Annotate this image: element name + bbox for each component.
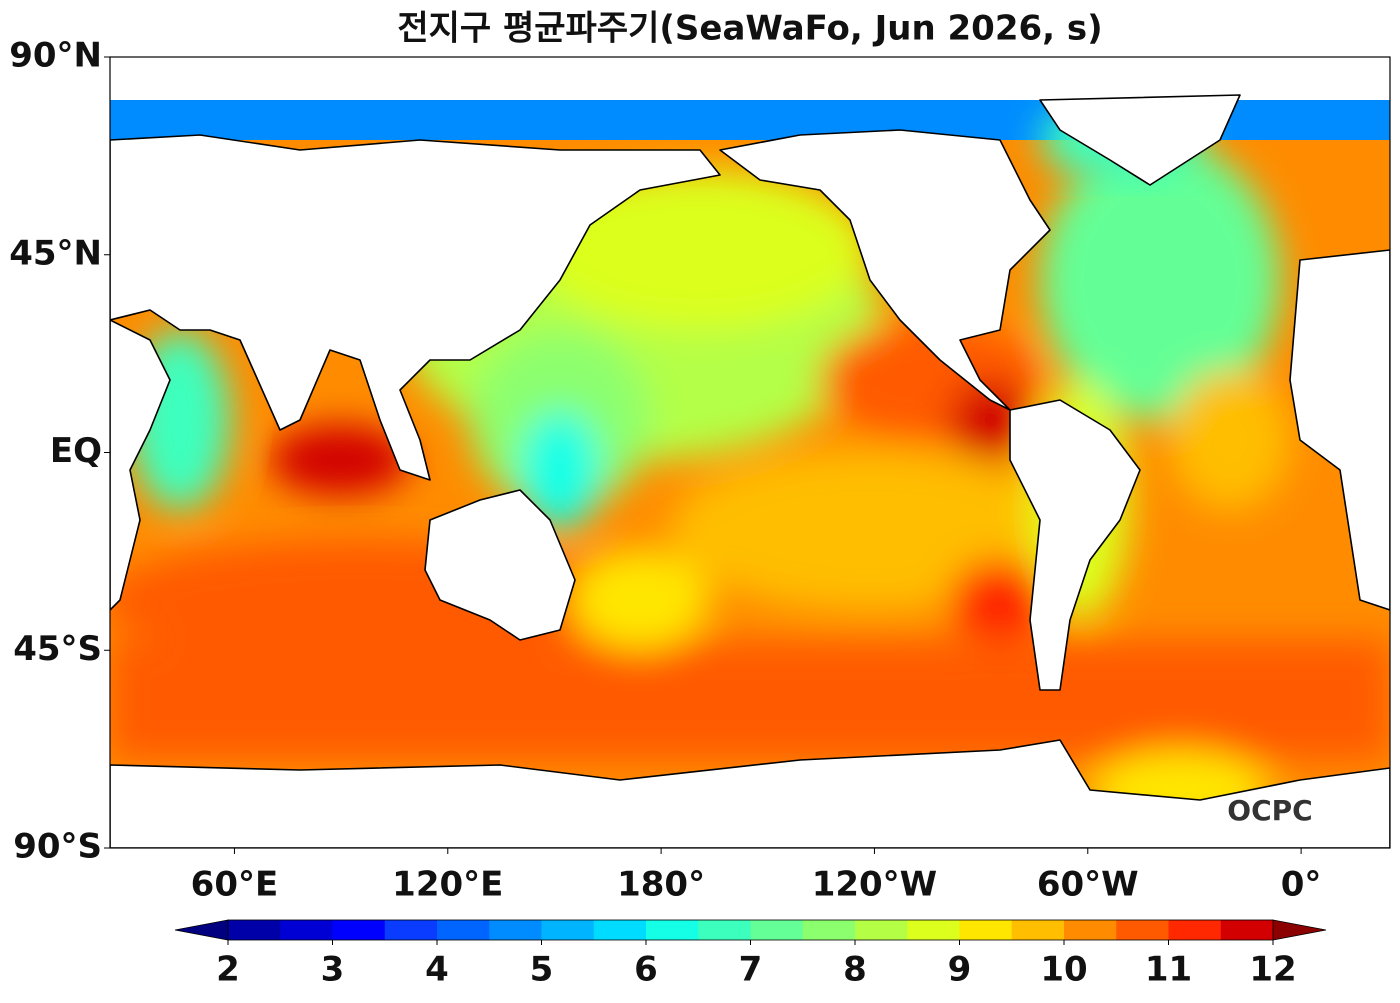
colorbar-bin — [959, 920, 1013, 940]
colorbar-bin — [280, 920, 333, 940]
colorbar-bin — [646, 920, 699, 940]
colorbar-bin — [750, 920, 804, 940]
y-tick-label: EQ — [50, 431, 102, 471]
x-tick-label: 0° — [1281, 865, 1322, 905]
colorbar-bin — [332, 920, 386, 940]
colorbar-over — [1272, 919, 1327, 941]
colorbar-bin — [489, 920, 542, 940]
colorbar-tick-label: 3 — [321, 950, 345, 990]
colorbar-tick-label: 9 — [948, 950, 972, 990]
colorbar-bin — [593, 920, 647, 940]
title: 전지구 평균파주기(SeaWaFo, Jun 2026, s) — [397, 9, 1102, 49]
colorbar-tick-label: 5 — [530, 950, 554, 990]
x-tick-label: 180° — [617, 865, 705, 905]
y-tick-label: 90°N — [9, 36, 102, 76]
x-tick-label: 60°E — [191, 865, 279, 905]
y-tick-label: 45°S — [13, 629, 102, 669]
colorbar-tick-label: 10 — [1040, 950, 1087, 990]
colorbar-tick-label: 6 — [634, 950, 658, 990]
colorbar-tick-label: 11 — [1145, 950, 1192, 990]
watermark: OCPC — [1227, 794, 1312, 827]
colorbar-bin — [541, 920, 595, 940]
colorbar-bin — [1011, 920, 1065, 940]
colorbar-tick-label: 4 — [425, 950, 449, 990]
colorbar-bin — [1064, 920, 1117, 940]
y-tick-label: 45°N — [9, 233, 102, 273]
colorbar-tick-label: 8 — [843, 950, 867, 990]
colorbar-bin — [1116, 920, 1169, 940]
x-tick-label: 60°W — [1037, 865, 1139, 905]
colorbar-tick-label: 2 — [216, 950, 240, 990]
colorbar-bin — [698, 920, 751, 940]
x-tick-label: 120°W — [812, 865, 937, 905]
colorbar-bin — [437, 920, 490, 940]
x-tick-label: 120°E — [392, 865, 503, 905]
y-tick-label: 90°S — [13, 827, 102, 867]
colorbar-bin — [1220, 920, 1274, 940]
colorbar-bin — [802, 920, 856, 940]
colorbar-bin — [384, 920, 438, 940]
colorbar-bin — [1168, 920, 1222, 940]
colorbar-tick-label: 12 — [1249, 950, 1296, 990]
colorbar-bin — [855, 920, 908, 940]
colorbar-bin — [228, 920, 281, 940]
colorbar-under — [174, 919, 229, 941]
colorbar-tick-label: 7 — [739, 950, 763, 990]
wave-period-field — [110, 57, 1390, 848]
colorbar-bin — [907, 920, 960, 940]
